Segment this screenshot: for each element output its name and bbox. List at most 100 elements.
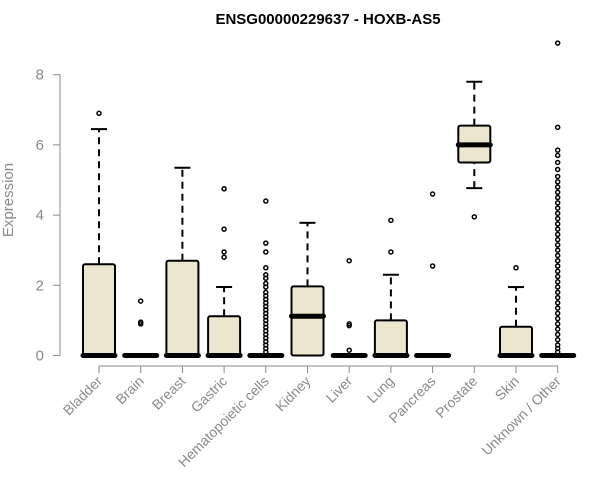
outlier-point [554,263,561,269]
outlier-point [554,152,561,159]
box [373,319,408,357]
box-group [497,265,535,358]
box-group [414,191,452,358]
outlier-point [554,194,561,201]
box-group [122,298,160,358]
x-tick-label: Breast [149,373,189,413]
box-group [372,217,410,358]
chart-title: ENSG00000229637 - HOXB-AS5 [215,11,440,28]
outlier-point [554,326,561,332]
y-tick-label: 6 [36,137,44,154]
outlier-point [137,298,144,304]
outlier-point [346,347,352,353]
outlier-point [554,159,561,166]
y-axis-label: Expression [0,163,17,237]
outlier-point [554,147,561,153]
outlier-point [429,191,436,197]
outlier-point [554,336,561,343]
outlier-point [554,179,561,185]
outlier-point [554,252,561,259]
y-tick-label: 8 [36,67,44,84]
outlier-point [263,272,269,278]
outlier-point [554,305,561,311]
y-tick-label: 4 [36,207,44,224]
outlier-point [554,124,561,131]
outlier-point [554,200,561,206]
x-tick-label: Kidney [272,373,314,415]
x-tick-label: Bladder [60,373,106,419]
x-tick-label: Prostate [432,373,480,421]
outlier-point [554,342,561,348]
outlier-point [554,166,561,173]
x-tick-label: Brain [112,373,146,407]
box [290,285,325,357]
outlier-point [554,231,561,238]
box-group [247,198,285,358]
outlier-point [263,265,269,271]
outlier-point [554,236,561,243]
outlier-point [221,226,227,232]
outlier-point [471,214,478,220]
box-group [539,40,577,358]
outlier-point [554,40,561,46]
box-group [163,166,201,358]
outlier-point [263,280,269,287]
outlier-point [263,289,269,296]
outlier-point [221,186,227,192]
box [165,259,200,357]
box-group [205,186,243,358]
outlier-point [554,242,561,248]
x-tick-label: Liver [323,373,356,406]
outlier-point [263,198,269,204]
outlier-point [388,217,394,224]
y-tick-label: 2 [36,277,44,294]
outlier-point [554,279,561,285]
outlier-point [554,315,561,322]
box [82,263,116,357]
outlier-point [554,284,561,290]
outlier-point [137,319,144,325]
outlier-point [513,265,519,271]
box [207,315,242,357]
outlier-point [554,173,561,180]
outlier-point [96,110,102,117]
outlier-point [554,331,561,338]
outlier-point [554,247,561,253]
outlier-point [554,289,561,296]
plot-area [80,40,577,358]
x-tick-label: Skin [492,373,523,404]
y-axis: 0 2 4 6 8 [36,67,61,365]
outlier-point [388,249,394,255]
box-group [455,80,493,220]
outlier-point [554,226,561,232]
outlier-point [554,205,561,211]
box-group [330,257,368,358]
outlier-point [554,300,561,306]
outlier-point [554,184,561,190]
box-group [289,221,326,357]
outlier-point [263,249,269,255]
outlier-point [554,294,561,301]
outlier-point [554,273,561,280]
box [499,325,533,357]
outlier-point [554,310,561,317]
outlier-point [263,240,269,246]
outlier-point [221,254,227,260]
box-group [80,110,118,358]
outlier-point [554,210,561,217]
x-tick-label: Unknown / Other [478,373,564,459]
outlier-point [554,268,561,275]
outlier-point [554,257,561,264]
outlier-point [554,321,561,327]
y-tick-label: 0 [36,348,44,365]
outlier-point [429,263,436,269]
outlier-point [346,321,352,327]
outlier-point [554,221,561,227]
outlier-point [346,257,352,264]
outlier-point [554,189,561,196]
outlier-point [554,215,561,222]
x-tick-label: Lung [364,373,397,406]
outlier-point [221,249,227,255]
